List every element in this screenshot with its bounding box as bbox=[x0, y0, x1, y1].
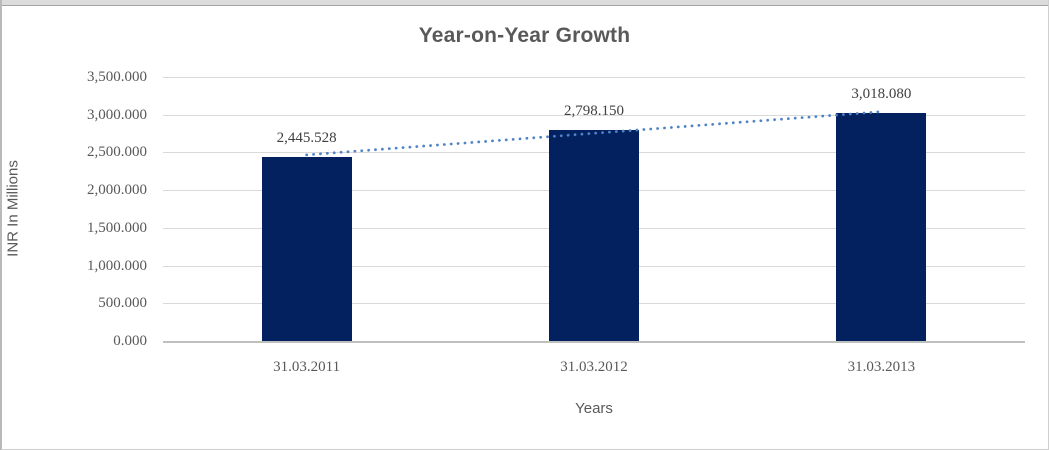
y-tick-label: 3,000.000 bbox=[87, 106, 147, 123]
y-tick-label: 1,500.000 bbox=[87, 219, 147, 236]
y-tick-label: 2,000.000 bbox=[87, 182, 147, 199]
data-label: 2,798.150 bbox=[564, 102, 624, 119]
x-tick-label: 31.03.2012 bbox=[560, 359, 628, 375]
y-tick-label: 0.000 bbox=[113, 333, 147, 349]
data-label: 3,018.080 bbox=[851, 86, 912, 103]
x-axis-line bbox=[163, 341, 1025, 343]
y-tick-label: 3,500.000 bbox=[87, 69, 147, 85]
gridline bbox=[163, 77, 1025, 78]
window-top-strip bbox=[0, 0, 1049, 6]
x-tick-label: 31.03.2013 bbox=[847, 359, 916, 375]
y-tick-label: 1,000.000 bbox=[87, 257, 147, 274]
y-tick-label: 500.000 bbox=[98, 295, 147, 312]
y-axis-title: INR In Millions bbox=[4, 160, 22, 257]
gridline bbox=[163, 114, 1025, 116]
bar-31.03.2012 bbox=[549, 129, 639, 341]
bar-31.03.2011 bbox=[261, 156, 352, 341]
x-axis-title: Years bbox=[575, 400, 613, 417]
y-tick-label: 2,500.000 bbox=[87, 144, 147, 161]
chart-title: Year-on-Year Growth bbox=[418, 24, 631, 47]
plot-area bbox=[163, 77, 1025, 343]
data-label: 2,445.528 bbox=[276, 129, 337, 146]
x-tick-label: 31.03.2011 bbox=[273, 359, 341, 375]
bar-31.03.2013 bbox=[836, 113, 927, 341]
trendline bbox=[305, 110, 883, 157]
